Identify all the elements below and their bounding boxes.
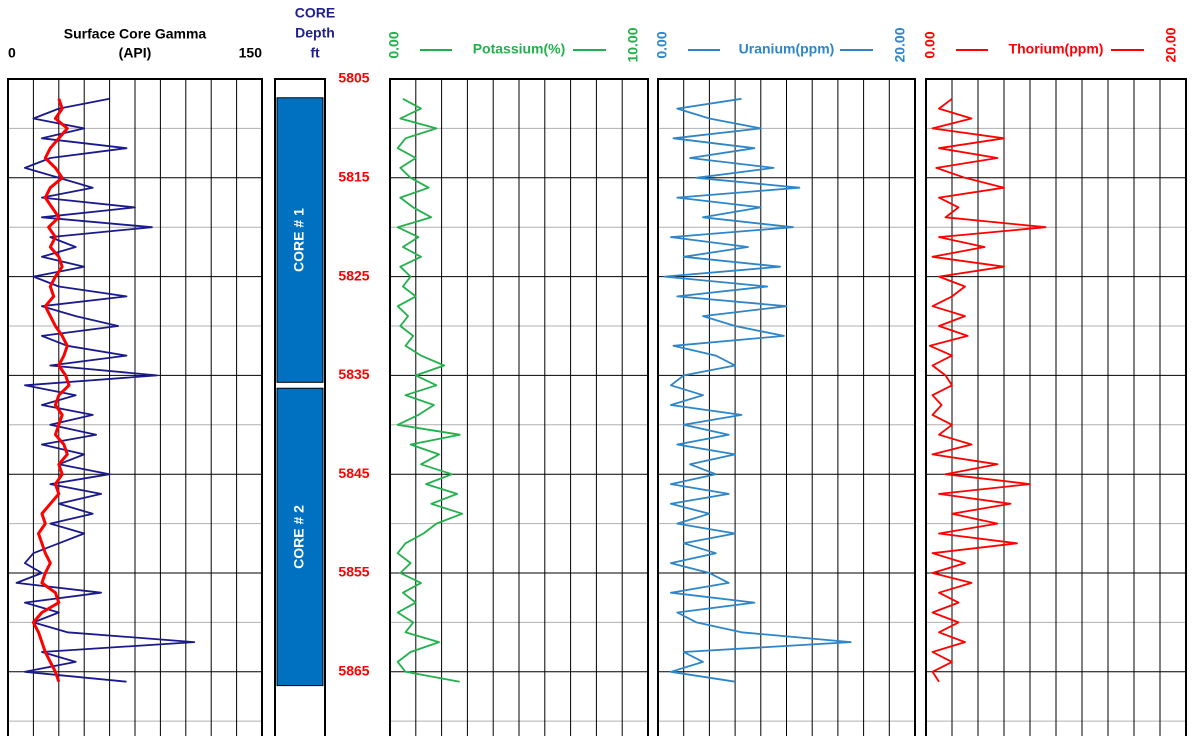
x-tick-label: 0.00 (922, 31, 938, 58)
depth-tick-label: 5845 (338, 465, 369, 481)
depth-tick-label: 5805 (338, 70, 369, 86)
log-curve (31, 98, 71, 683)
legend-label: Potassium(%) (473, 41, 566, 57)
legend-label: Thorium(ppm) (1009, 41, 1104, 57)
depth-tick-label: 5865 (338, 662, 369, 678)
depth-header: CORE (295, 5, 335, 21)
core-interval (276, 387, 324, 687)
depth-header: ft (310, 45, 320, 61)
track-border (389, 78, 649, 736)
track-border (7, 78, 263, 736)
legend-label: Uranium(ppm) (739, 41, 835, 57)
core-label: CORE # 2 (291, 505, 307, 569)
core-interval (276, 97, 324, 383)
depth-tick-label: 5825 (338, 267, 369, 283)
axis-label: (API) (119, 45, 152, 61)
log-curve (663, 97, 852, 683)
depth-header: Depth (295, 25, 335, 41)
x-tick-label: 20.00 (892, 27, 908, 62)
track-border (925, 78, 1187, 736)
x-tick-label: 0.00 (654, 31, 670, 58)
x-tick-label: 10.00 (625, 27, 641, 62)
x-tick-label: 20.00 (1163, 27, 1179, 62)
depth-tick-label: 5855 (338, 564, 369, 580)
depth-tick-label: 5835 (338, 366, 369, 382)
track-border (657, 78, 916, 736)
x-tick-label: 0.00 (386, 31, 402, 58)
log-curve (929, 98, 1047, 683)
core-label: CORE # 1 (291, 208, 307, 272)
log-curve (15, 97, 196, 683)
x-tick-label: 0 (8, 45, 16, 61)
track-title: Surface Core Gamma (64, 26, 207, 42)
x-tick-label: 150 (239, 45, 263, 61)
log-curve (396, 98, 464, 683)
depth-tick-label: 5815 (338, 169, 369, 185)
